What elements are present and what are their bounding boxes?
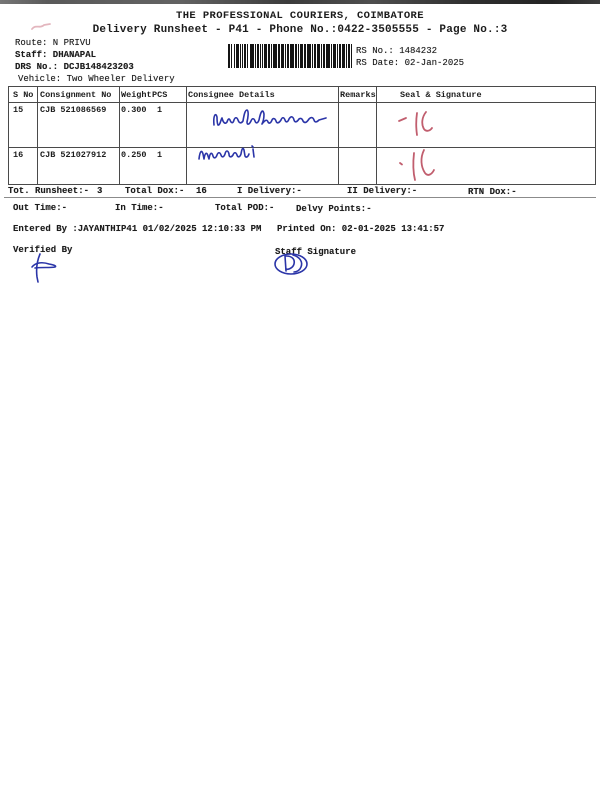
col-header-pcs: PCS xyxy=(152,90,168,100)
route-line: Route: N PRIVU xyxy=(15,38,91,48)
rtn-dox-label: RTN Dox:- xyxy=(468,187,517,197)
staff-line: Staff: DHANAPAL xyxy=(15,50,97,60)
seal-mark-row-15 xyxy=(398,111,433,136)
col-header-s-no: S No xyxy=(13,90,34,100)
tot-runsheet-label: Tot. Runsheet:- xyxy=(8,186,90,196)
row-15-weight: 0.300 xyxy=(121,105,147,115)
table-vline xyxy=(376,87,377,184)
rs-date-line: RS Date: 02-Jan-2025 xyxy=(356,58,465,68)
tot-runsheet-value: 3 xyxy=(97,186,103,196)
row-15-pcs: 1 xyxy=(157,105,163,115)
table-vline xyxy=(119,87,120,184)
entered-by-line: Entered By :JAYANTHIP41 01/02/2025 12:10… xyxy=(13,224,262,234)
ii-delivery-label: II Delivery:- xyxy=(347,186,418,196)
col-header-weight: Weight xyxy=(121,90,152,100)
table-vline xyxy=(37,87,38,184)
total-pod-label: Total POD:- xyxy=(215,203,275,213)
total-dox-label: Total Dox:- xyxy=(125,186,185,196)
row-16-pcs: 1 xyxy=(157,150,163,160)
staff-signature-mark xyxy=(274,253,308,275)
runsheet-table: S No Consignment No Weight PCS Consignee… xyxy=(8,86,596,185)
col-header-consignment-no: Consignment No xyxy=(40,90,112,100)
table-hline-row xyxy=(9,147,595,148)
row-15-s-no: 15 xyxy=(13,105,24,115)
table-hline-header xyxy=(9,102,595,103)
col-header-seal-signature: Seal & Signature xyxy=(400,90,482,100)
consignee-signature-row-15 xyxy=(213,109,327,126)
printed-on-line: Printed On: 02-01-2025 13:41:57 xyxy=(277,224,445,234)
page-title: THE PROFESSIONAL COURIERS, COIMBATORE xyxy=(176,10,424,22)
consignee-signature-row-16 xyxy=(198,145,255,160)
row-15-consignment-no: CJB 521086569 xyxy=(40,105,107,115)
page-subtitle: Delivery Runsheet - P41 - Phone No.:0422… xyxy=(92,24,508,36)
drs-no-line: DRS No.: DCJB148423203 xyxy=(15,62,134,72)
col-header-consignee-details: Consignee Details xyxy=(188,90,275,100)
i-delivery-label: I Delivery:- xyxy=(237,186,302,196)
summary-divider xyxy=(4,197,596,198)
barcode xyxy=(228,44,352,68)
in-time-label: In Time:- xyxy=(115,203,164,213)
table-vline xyxy=(186,87,187,184)
col-header-remarks: Remarks xyxy=(340,90,376,100)
staff-signature-label: Staff Signature xyxy=(275,247,357,257)
out-time-label: Out Time:- xyxy=(13,203,68,213)
vehicle-line: Vehicle: Two Wheeler Delivery xyxy=(18,74,175,84)
red-pen-smudge xyxy=(31,23,51,30)
row-16-s-no: 16 xyxy=(13,150,24,160)
row-16-consignment-no: CJB 521027912 xyxy=(40,150,107,160)
row-16-weight: 0.250 xyxy=(121,150,147,160)
scan-edge-artifact xyxy=(0,0,600,4)
seal-mark-row-16 xyxy=(399,149,435,181)
verified-by-label: Verified By xyxy=(13,245,73,255)
verified-by-signature xyxy=(31,253,57,283)
table-vline xyxy=(338,87,339,184)
rs-no-line: RS No.: 1484232 xyxy=(356,46,438,56)
delvy-points-label: Delvy Points:- xyxy=(296,204,372,214)
total-dox-value: 16 xyxy=(196,186,207,196)
